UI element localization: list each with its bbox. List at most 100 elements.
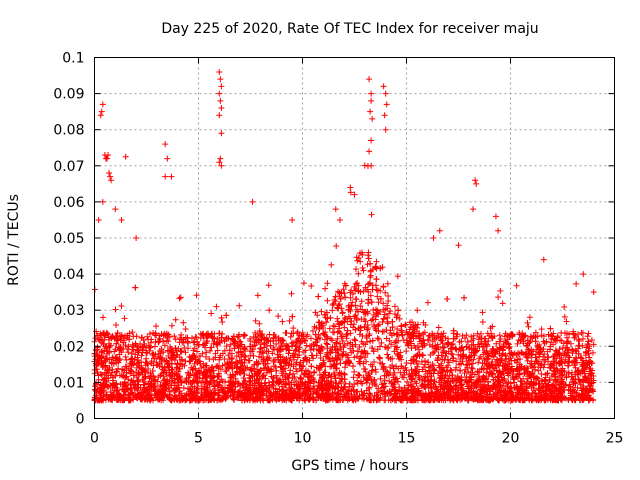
data-point (252, 317, 259, 324)
data-point (286, 317, 293, 324)
data-point (463, 362, 470, 369)
data-point (165, 338, 172, 345)
data-point (384, 280, 391, 287)
data-point (95, 372, 102, 379)
data-point (98, 349, 105, 356)
data-point (540, 333, 547, 340)
data-point (173, 371, 180, 378)
data-point (331, 296, 338, 303)
data-point (534, 342, 541, 349)
data-point (402, 391, 409, 398)
data-point (413, 357, 420, 364)
data-point (365, 300, 372, 307)
data-point (579, 335, 586, 342)
data-point (173, 365, 180, 372)
data-point (121, 315, 128, 322)
data-point (414, 307, 421, 314)
data-point (94, 332, 101, 339)
data-point (379, 328, 386, 335)
data-point (482, 335, 489, 342)
data-point (377, 395, 384, 402)
data-point (152, 330, 159, 337)
data-point (391, 386, 398, 393)
data-point (561, 313, 568, 320)
data-point (514, 356, 521, 363)
data-point (566, 387, 573, 394)
data-point (149, 367, 156, 374)
data-point (325, 393, 332, 400)
data-point (147, 381, 154, 388)
data-point (177, 348, 184, 355)
data-point (380, 315, 387, 322)
data-point (466, 374, 473, 381)
data-point (208, 344, 215, 351)
data-point (333, 243, 340, 250)
data-point (103, 344, 110, 351)
data-point (352, 312, 359, 319)
data-point (144, 333, 151, 340)
data-point (260, 350, 267, 357)
data-point (481, 349, 488, 356)
data-point (223, 312, 230, 319)
data-point (380, 365, 387, 372)
data-point (406, 319, 413, 326)
data-point (374, 346, 381, 353)
data-point (296, 361, 303, 368)
data-point (388, 332, 395, 339)
data-point (300, 362, 307, 369)
data-point (556, 370, 563, 377)
data-point (429, 389, 436, 396)
data-point (188, 354, 195, 361)
data-point (215, 364, 222, 371)
data-point (301, 355, 308, 362)
data-point (343, 351, 350, 358)
data-point (338, 290, 345, 297)
data-point (210, 373, 217, 380)
data-point (562, 356, 569, 363)
data-point (347, 339, 354, 346)
data-point (470, 356, 477, 363)
data-point (585, 376, 592, 383)
data-point (356, 331, 363, 338)
data-point (368, 369, 375, 376)
data-point (247, 337, 254, 344)
data-point (158, 358, 165, 365)
data-point (117, 346, 124, 353)
data-point (236, 302, 243, 309)
data-point (405, 386, 412, 393)
data-point (129, 355, 136, 362)
data-point (329, 302, 336, 309)
data-point (384, 305, 391, 312)
data-point (156, 396, 163, 403)
data-point (360, 374, 367, 381)
data-point (188, 335, 195, 342)
data-point (510, 368, 517, 375)
data-point (260, 372, 267, 379)
data-point (429, 338, 436, 345)
data-point (561, 350, 568, 357)
data-point (341, 391, 348, 398)
data-point (526, 380, 533, 387)
data-point (316, 362, 323, 369)
data-point (219, 362, 226, 369)
data-point (571, 334, 578, 341)
data-point (208, 368, 215, 375)
data-point (132, 382, 139, 389)
data-point (435, 324, 442, 331)
data-point (268, 391, 275, 398)
data-point (391, 303, 398, 310)
data-point (433, 386, 440, 393)
data-point (477, 387, 484, 394)
data-point (240, 380, 247, 387)
data-point (403, 337, 410, 344)
data-point (263, 348, 270, 355)
data-point (373, 276, 380, 283)
data-point (489, 370, 496, 377)
data-point (570, 328, 577, 335)
data-point (531, 360, 538, 367)
data-point (205, 397, 212, 404)
data-point (414, 352, 421, 359)
data-point (111, 395, 118, 402)
data-point (499, 382, 506, 389)
data-point (335, 302, 342, 309)
